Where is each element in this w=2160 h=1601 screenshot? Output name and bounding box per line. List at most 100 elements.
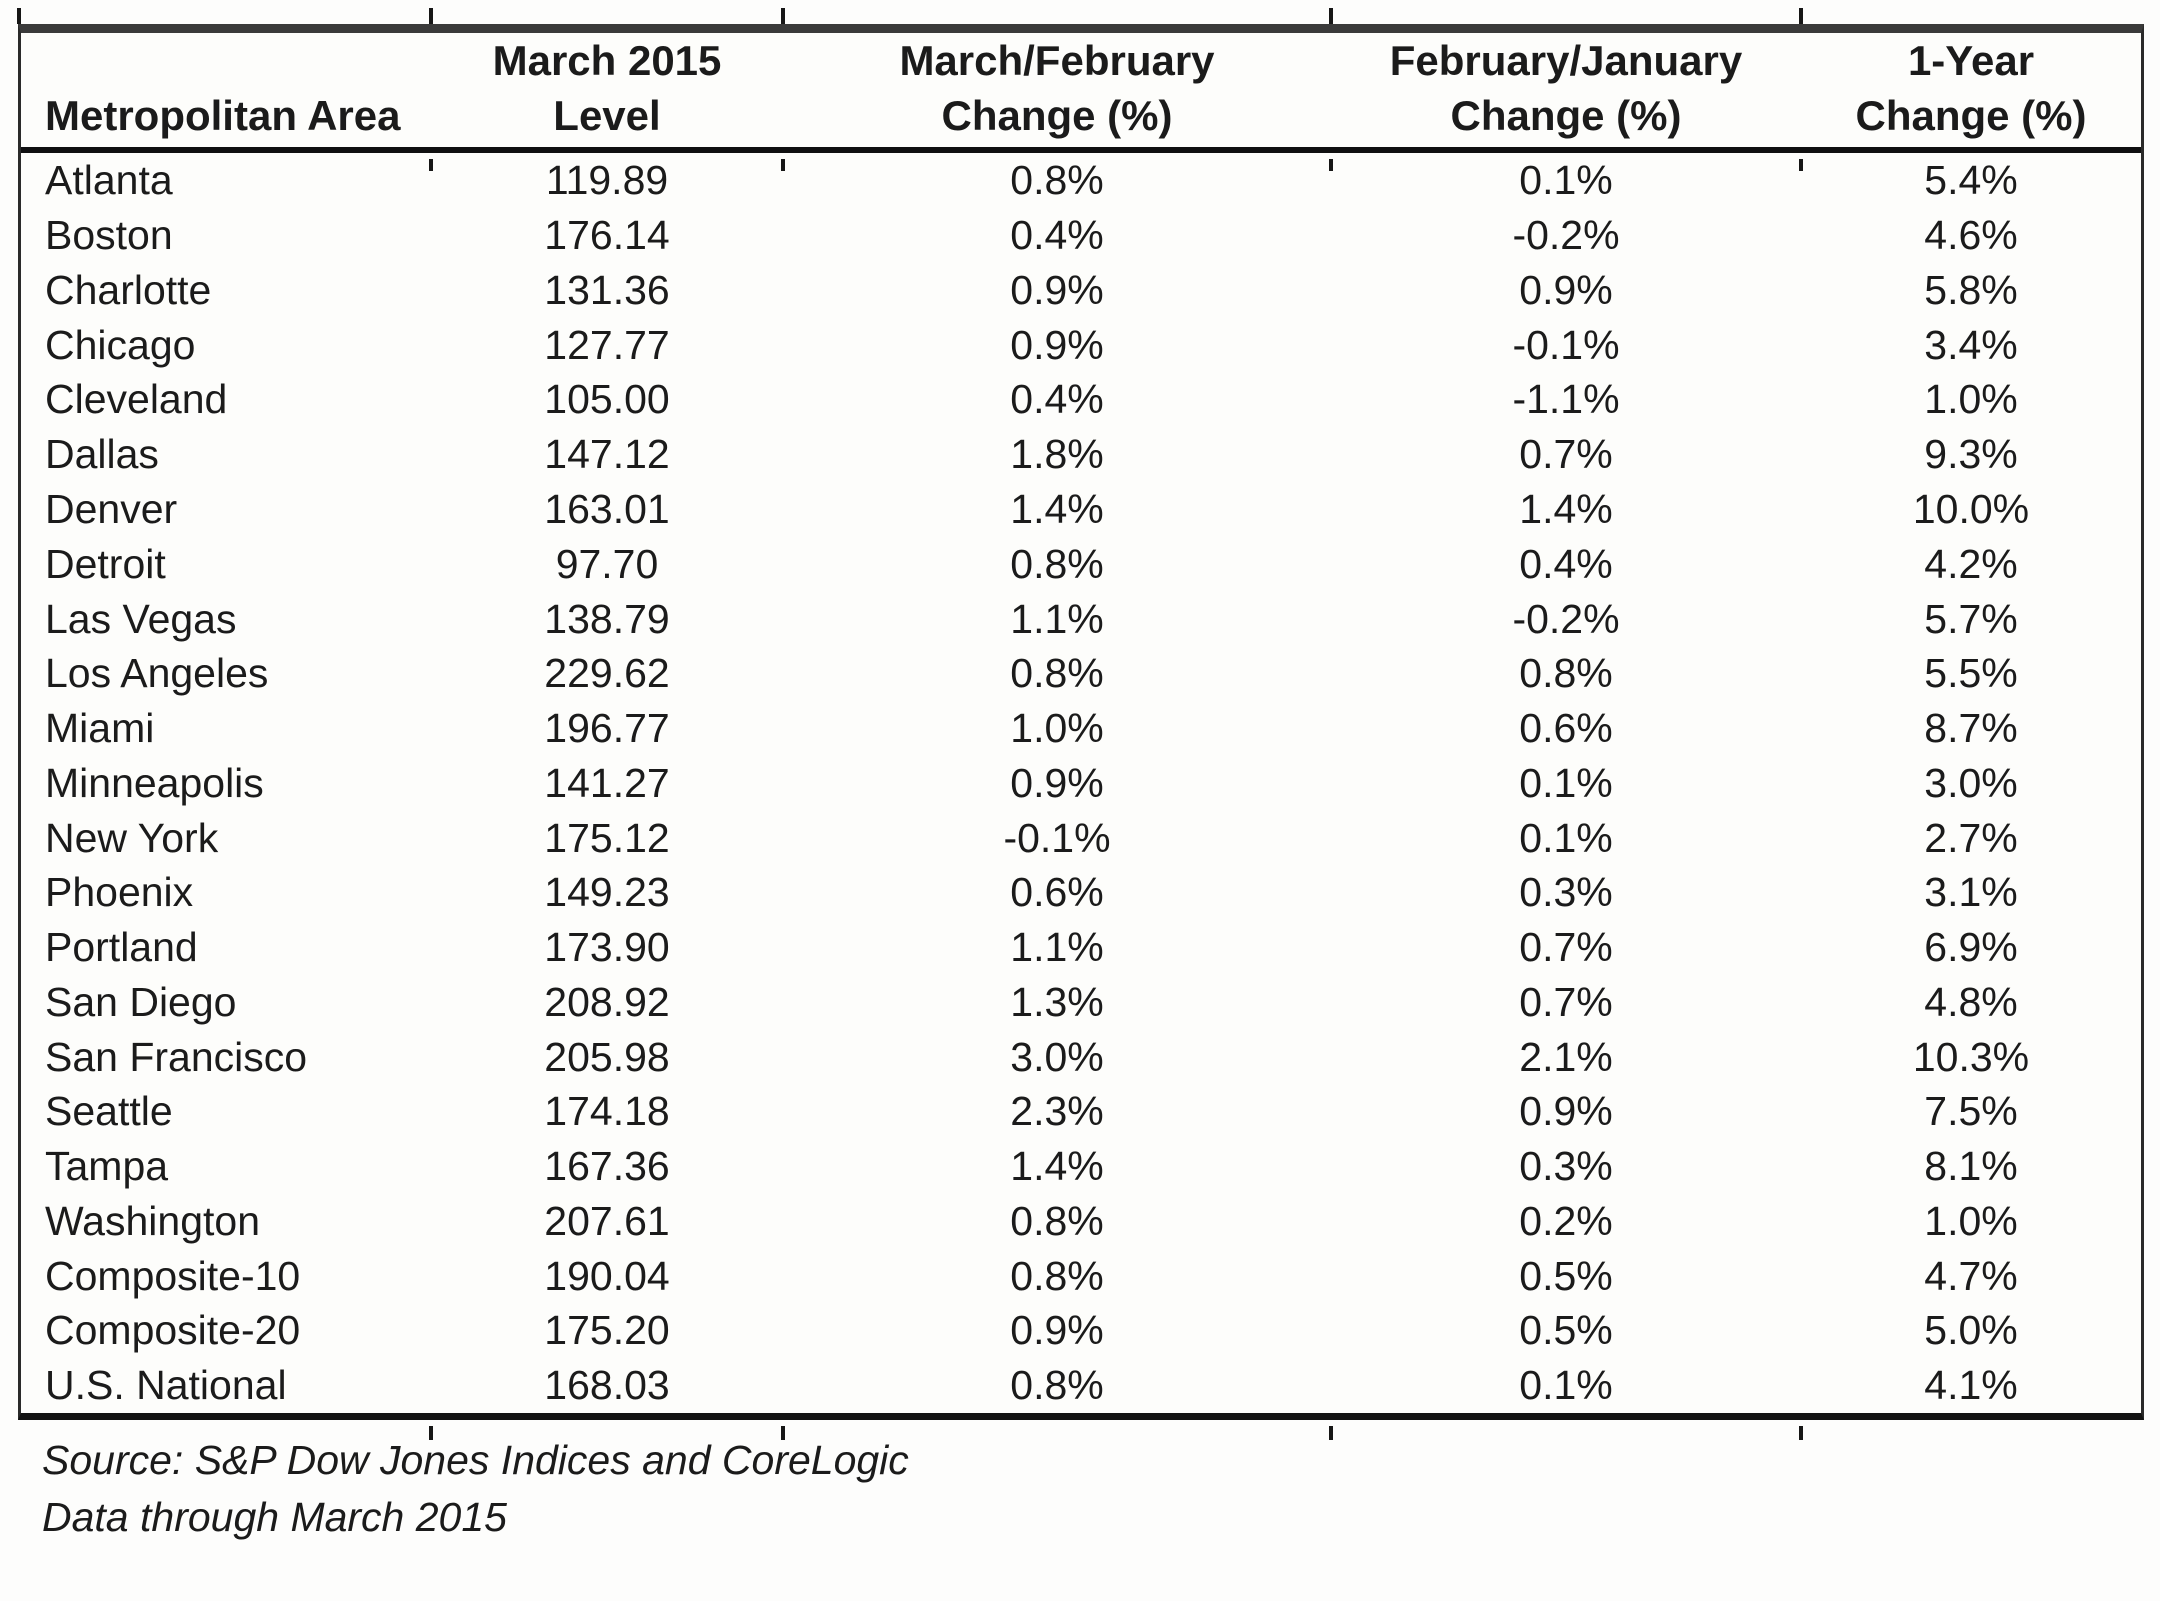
- column-tick: [429, 1426, 433, 1440]
- cell-march-february-change: 1.4%: [1010, 1143, 1104, 1190]
- cell-february-january-change: 0.9%: [1519, 1088, 1613, 1135]
- cell-1-year-change: 5.4%: [1924, 157, 2018, 204]
- cell-march-february-change: 0.6%: [1010, 869, 1104, 916]
- table-row: Tampa 167.36 1.4% 0.3% 8.1%: [21, 1139, 2141, 1194]
- cell-metropolitan-area: Las Vegas: [45, 595, 237, 642]
- cell-1-year-change: 4.2%: [1924, 540, 2018, 587]
- table-row: Detroit 97.70 0.8% 0.4% 4.2%: [21, 536, 2141, 591]
- cell-metropolitan-area: Composite-10: [45, 1252, 301, 1299]
- data-through-note: Data through March 2015: [42, 1494, 507, 1540]
- cell-metropolitan-area: Detroit: [45, 540, 166, 587]
- header-february-january-change: February/January Change (%): [1331, 33, 1801, 143]
- table-row: Composite-20 175.20 0.9% 0.5% 5.0%: [21, 1303, 2141, 1358]
- cell-metropolitan-area: Dallas: [45, 431, 159, 478]
- cell-march-february-change: 1.3%: [1010, 978, 1104, 1025]
- cell-metropolitan-area: U.S. National: [45, 1362, 287, 1409]
- cell-march-february-change: 0.8%: [1010, 1362, 1104, 1409]
- cell-march-february-change: 0.8%: [1010, 1252, 1104, 1299]
- header-line1: February/January: [1389, 37, 1743, 84]
- cell-metropolitan-area: Portland: [45, 924, 198, 971]
- cell-1-year-change: 1.0%: [1924, 376, 2018, 423]
- table-row: Seattle 174.18 2.3% 0.9% 7.5%: [21, 1084, 2141, 1139]
- cell-february-january-change: 0.5%: [1519, 1307, 1613, 1354]
- table-row: Charlotte 131.36 0.9% 0.9% 5.8%: [21, 263, 2141, 318]
- table-row: Los Angeles 229.62 0.8% 0.8% 5.5%: [21, 646, 2141, 701]
- cell-february-january-change: 0.1%: [1519, 814, 1613, 861]
- table-row: Phoenix 149.23 0.6% 0.3% 3.1%: [21, 865, 2141, 920]
- cell-march-february-change: 0.8%: [1010, 157, 1104, 204]
- source-note: Source: S&P Dow Jones Indices and CoreLo…: [42, 1437, 909, 1483]
- cell-1-year-change: 4.6%: [1924, 212, 2018, 259]
- cell-1-year-change: 4.8%: [1924, 978, 2018, 1025]
- cell-march-february-change: 1.1%: [1010, 595, 1104, 642]
- cell-metropolitan-area: Boston: [45, 212, 173, 259]
- cell-metropolitan-area: Miami: [45, 705, 155, 752]
- cell-level: 138.79: [544, 595, 670, 642]
- table-header: Metropolitan Area March 2015 Level March…: [21, 33, 2141, 153]
- cell-level: 208.92: [544, 978, 670, 1025]
- cell-metropolitan-area: Cleveland: [45, 376, 228, 423]
- cell-level: 127.77: [544, 321, 670, 368]
- cell-1-year-change: 8.7%: [1924, 705, 2018, 752]
- cell-march-february-change: 0.9%: [1010, 266, 1104, 313]
- cell-level: 141.27: [544, 759, 670, 806]
- cell-level: 229.62: [544, 650, 670, 697]
- column-tick: [781, 159, 785, 171]
- table-row: Boston 176.14 0.4% -0.2% 4.6%: [21, 208, 2141, 263]
- cell-level: 168.03: [544, 1362, 670, 1409]
- table-row: New York 175.12 -0.1% 0.1% 2.7%: [21, 810, 2141, 865]
- cell-level: 149.23: [544, 869, 670, 916]
- cell-march-february-change: 0.8%: [1010, 540, 1104, 587]
- cell-february-january-change: 0.7%: [1519, 924, 1613, 971]
- cell-1-year-change: 4.1%: [1924, 1362, 2018, 1409]
- cell-february-january-change: 1.4%: [1519, 485, 1613, 532]
- cell-metropolitan-area: San Diego: [45, 978, 237, 1025]
- table-footer: Source: S&P Dow Jones Indices and CoreLo…: [42, 1432, 909, 1546]
- table-row: Composite-10 190.04 0.8% 0.5% 4.7%: [21, 1248, 2141, 1303]
- column-tick: [17, 8, 21, 24]
- cell-level: 131.36: [544, 266, 670, 313]
- cell-1-year-change: 5.0%: [1924, 1307, 2018, 1354]
- cell-level: 175.12: [544, 814, 670, 861]
- cell-february-january-change: 0.1%: [1519, 759, 1613, 806]
- header-line2: Metropolitan Area: [45, 92, 401, 139]
- cell-february-january-change: 0.3%: [1519, 869, 1613, 916]
- cell-1-year-change: 6.9%: [1924, 924, 2018, 971]
- cell-level: 97.70: [555, 540, 659, 587]
- cell-level: 167.36: [544, 1143, 670, 1190]
- column-tick: [781, 8, 785, 24]
- table-row: Las Vegas 138.79 1.1% -0.2% 5.7%: [21, 591, 2141, 646]
- table-row: Denver 163.01 1.4% 1.4% 10.0%: [21, 482, 2141, 537]
- header-line2: Level: [553, 92, 661, 139]
- cell-1-year-change: 3.4%: [1924, 321, 2018, 368]
- cell-march-february-change: 1.1%: [1010, 924, 1104, 971]
- table-body: Atlanta 119.89 0.8% 0.1% 5.4% Boston 176…: [21, 153, 2141, 1413]
- cell-level: 175.20: [544, 1307, 670, 1354]
- header-line2: Change (%): [1855, 92, 2087, 139]
- column-tick: [429, 8, 433, 24]
- cell-march-february-change: 0.8%: [1010, 650, 1104, 697]
- cell-1-year-change: 8.1%: [1924, 1143, 2018, 1190]
- cell-march-february-change: 2.3%: [1010, 1088, 1104, 1135]
- cell-metropolitan-area: Seattle: [45, 1088, 173, 1135]
- cell-march-february-change: 0.8%: [1010, 1197, 1104, 1244]
- cell-1-year-change: 5.5%: [1924, 650, 2018, 697]
- cell-march-february-change: 1.8%: [1010, 431, 1104, 478]
- cell-march-february-change: 0.9%: [1010, 1307, 1104, 1354]
- cell-march-february-change: 0.4%: [1010, 376, 1104, 423]
- cell-march-february-change: 0.9%: [1010, 321, 1104, 368]
- case-shiller-table: Metropolitan Area March 2015 Level March…: [18, 24, 2144, 1420]
- table-row: Washington 207.61 0.8% 0.2% 1.0%: [21, 1194, 2141, 1249]
- cell-metropolitan-area: Tampa: [45, 1143, 169, 1190]
- column-tick: [429, 159, 433, 171]
- cell-february-january-change: 0.1%: [1519, 157, 1613, 204]
- cell-february-january-change: 0.5%: [1519, 1252, 1613, 1299]
- table-row: Minneapolis 141.27 0.9% 0.1% 3.0%: [21, 755, 2141, 810]
- cell-metropolitan-area: Composite-20: [45, 1307, 301, 1354]
- cell-february-january-change: -0.1%: [1512, 321, 1620, 368]
- cell-1-year-change: 5.8%: [1924, 266, 2018, 313]
- cell-level: 190.04: [544, 1252, 670, 1299]
- cell-1-year-change: 3.1%: [1924, 869, 2018, 916]
- cell-1-year-change: 9.3%: [1924, 431, 2018, 478]
- header-line1: March 2015: [492, 37, 722, 84]
